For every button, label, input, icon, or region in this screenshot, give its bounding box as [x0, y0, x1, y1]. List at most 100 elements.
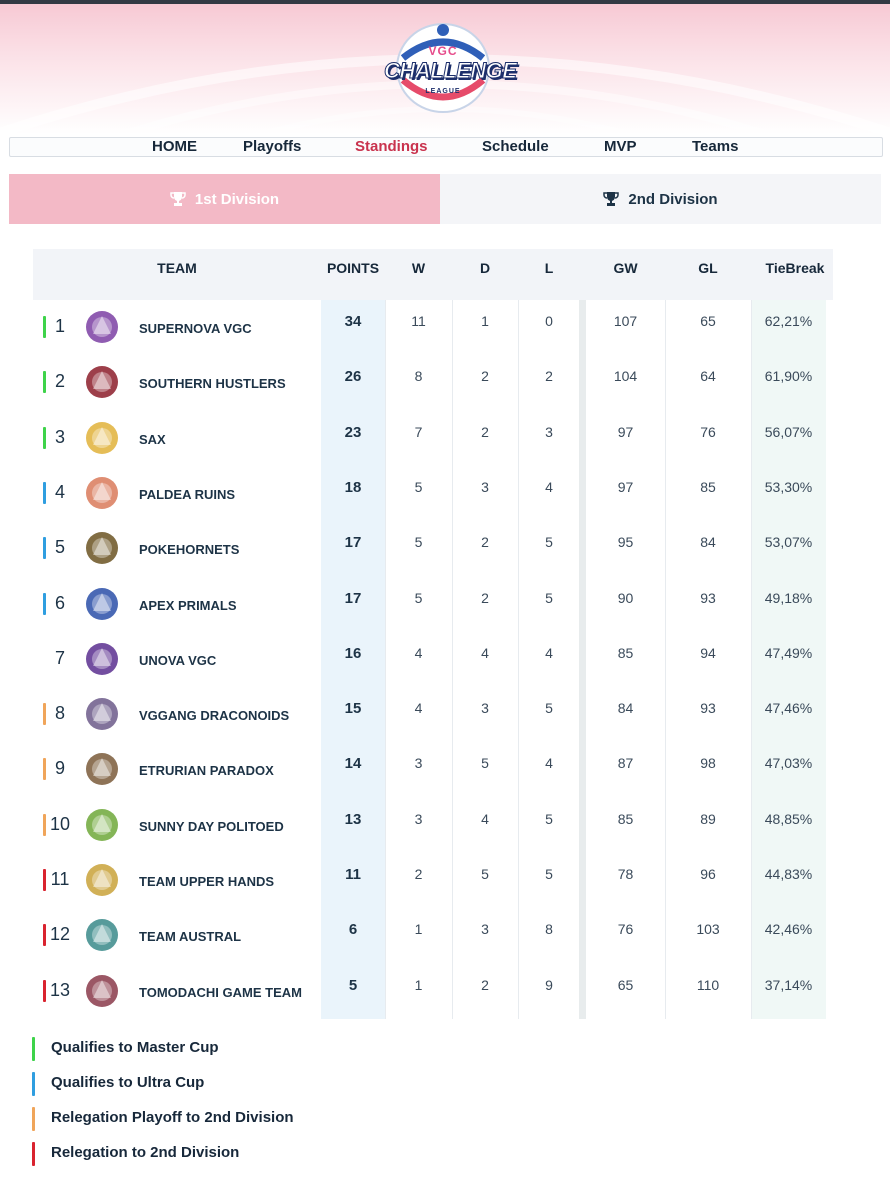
wins-value: 5 [414, 479, 423, 495]
rank-number: 12 [49, 924, 71, 944]
team-name-link[interactable]: TEAM AUSTRAL [139, 929, 242, 944]
column-divider [452, 300, 453, 1019]
team-name-link[interactable]: UNOVA VGC [139, 653, 217, 668]
table-row[interactable]: 4 PALDEA RUINS 18 5 3 4 97 85 53,30% [33, 466, 833, 521]
draws-value: 1 [481, 313, 489, 329]
draws-value: 2 [481, 534, 489, 550]
team-logo-icon[interactable] [83, 474, 121, 512]
table-row[interactable]: 2 SOUTHERN HUSTLERS 26 8 2 2 104 64 61,90% [33, 355, 833, 410]
losses-value: 8 [545, 921, 553, 937]
team-logo-icon[interactable] [83, 695, 121, 733]
nav-mvp[interactable]: MVP [604, 138, 637, 155]
points-value: 17 [344, 534, 362, 551]
team-name-link[interactable]: VGGANG DRACONOIDS [139, 708, 290, 723]
nav-home[interactable]: HOME [152, 138, 197, 155]
table-row[interactable]: 3 SAX 23 7 2 3 97 76 56,07% [33, 411, 833, 466]
team-logo-icon[interactable] [83, 308, 121, 346]
team-name-link[interactable]: SUPERNOVA VGC [139, 321, 252, 336]
table-row[interactable]: 5 POKEHORNETS 17 5 2 5 95 84 53,07% [33, 521, 833, 576]
team-logo-icon[interactable] [83, 363, 121, 401]
nav-schedule[interactable]: Schedule [482, 138, 549, 155]
table-row[interactable]: 6 APEX PRIMALS 17 5 2 5 90 93 49,18% [33, 577, 833, 632]
team-logo-icon[interactable] [83, 529, 121, 567]
tiebreak-value: 56,07% [764, 424, 813, 440]
rank-number: 9 [54, 758, 65, 778]
header-l[interactable]: L [544, 260, 554, 276]
games-won-value: 97 [617, 479, 634, 495]
table-row[interactable]: 8 VGGANG DRACONOIDS 15 4 3 5 84 93 47,46% [33, 687, 833, 742]
header-banner: VGC CHALLENGE LEAGUE [0, 4, 890, 134]
rank-number: 3 [54, 427, 65, 447]
header-w[interactable]: W [411, 260, 426, 276]
team-logo-icon[interactable] [83, 806, 121, 844]
vgc-challenge-league-logo[interactable]: VGC CHALLENGE LEAGUE [384, 18, 517, 118]
team-name-link[interactable]: SAX [139, 432, 166, 447]
legend-item: Relegation Playoff to 2nd Division [30, 1106, 430, 1132]
points-value: 23 [344, 424, 362, 441]
header-gw[interactable]: GW [613, 260, 638, 276]
losses-value: 5 [545, 866, 553, 882]
team-name-link[interactable]: SOUTHERN HUSTLERS [139, 376, 286, 391]
team-name-link[interactable]: POKEHORNETS [139, 542, 240, 557]
nav-teams[interactable]: Teams [692, 138, 739, 155]
main-nav: HOME Playoffs Standings Schedule MVP Tea… [9, 137, 883, 157]
team-name-link[interactable]: SUNNY DAY POLITOED [139, 819, 284, 834]
games-won-value: 65 [617, 977, 634, 993]
table-row[interactable]: 1 SUPERNOVA VGC 34 11 1 0 107 65 62,21% [33, 300, 833, 355]
wins-value: 5 [414, 534, 423, 550]
losses-value: 5 [545, 590, 553, 606]
games-won-value: 76 [617, 921, 634, 937]
draws-value: 5 [481, 866, 489, 882]
table-row[interactable]: 10 SUNNY DAY POLITOED 13 3 4 5 85 89 48,85% [33, 798, 833, 853]
legend-label: Qualifies to Master Cup [51, 1039, 219, 1056]
tab-2nd-division[interactable]: 2nd Division [440, 174, 881, 224]
team-logo-icon[interactable] [83, 640, 121, 678]
wins-value: 2 [414, 866, 423, 882]
nav-standings[interactable]: Standings [355, 138, 428, 155]
header-d[interactable]: D [479, 260, 491, 276]
legend-item: Qualifies to Master Cup [30, 1036, 430, 1062]
tab-1st-division[interactable]: 1st Division [9, 174, 440, 224]
rank-number: 11 [50, 869, 70, 889]
team-logo-icon[interactable] [83, 972, 121, 1010]
table-row[interactable]: 12 TEAM AUSTRAL 6 1 3 8 76 103 42,46% [33, 908, 833, 963]
rank-number: 13 [49, 980, 71, 1000]
games-lost-value: 96 [700, 866, 716, 882]
losses-value: 4 [545, 755, 553, 771]
games-lost-value: 93 [700, 700, 716, 716]
team-name-link[interactable]: TOMODACHI GAME TEAM [139, 985, 302, 1000]
games-won-value: 78 [617, 866, 634, 882]
header-gl[interactable]: GL [698, 260, 718, 276]
games-won-value: 87 [617, 755, 634, 771]
wins-value: 3 [414, 755, 423, 771]
team-name-link[interactable]: PALDEA RUINS [139, 487, 236, 502]
games-won-value: 104 [613, 368, 638, 384]
team-logo-icon[interactable] [83, 750, 121, 788]
losses-value: 3 [545, 424, 553, 440]
table-row[interactable]: 13 TOMODACHI GAME TEAM 5 1 2 9 65 110 37,14% [33, 964, 833, 1019]
points-value: 13 [344, 811, 362, 828]
wins-value: 1 [414, 977, 423, 993]
team-name-link[interactable]: ETRURIAN PARADOX [139, 763, 274, 778]
tiebreak-value: 42,46% [764, 921, 813, 937]
team-logo-icon[interactable] [83, 419, 121, 457]
header-tiebreak[interactable]: TieBreak [765, 260, 825, 276]
team-logo-icon[interactable] [83, 916, 121, 954]
games-lost-value: 89 [700, 811, 716, 827]
draws-value: 2 [481, 590, 489, 606]
team-name-link[interactable]: TEAM UPPER HANDS [139, 874, 275, 889]
draws-value: 2 [481, 424, 489, 440]
table-row[interactable]: 11 TEAM UPPER HANDS 11 2 5 5 78 96 44,83% [33, 853, 833, 908]
tab-1st-division-label: 1st Division [194, 190, 280, 208]
rank-number: 4 [54, 482, 65, 502]
team-logo-icon[interactable] [83, 861, 121, 899]
tiebreak-value: 37,14% [764, 977, 813, 993]
team-logo-icon[interactable] [83, 585, 121, 623]
rank-number: 1 [54, 316, 65, 336]
header-team[interactable]: TEAM [157, 260, 197, 276]
table-row[interactable]: 9 ETRURIAN PARADOX 14 3 5 4 87 98 47,03% [33, 742, 833, 797]
table-row[interactable]: 7 UNOVA VGC 16 4 4 4 85 94 47,49% [33, 632, 833, 687]
header-points[interactable]: POINTS [326, 260, 380, 276]
team-name-link[interactable]: APEX PRIMALS [139, 598, 237, 613]
nav-playoffs[interactable]: Playoffs [243, 138, 302, 155]
